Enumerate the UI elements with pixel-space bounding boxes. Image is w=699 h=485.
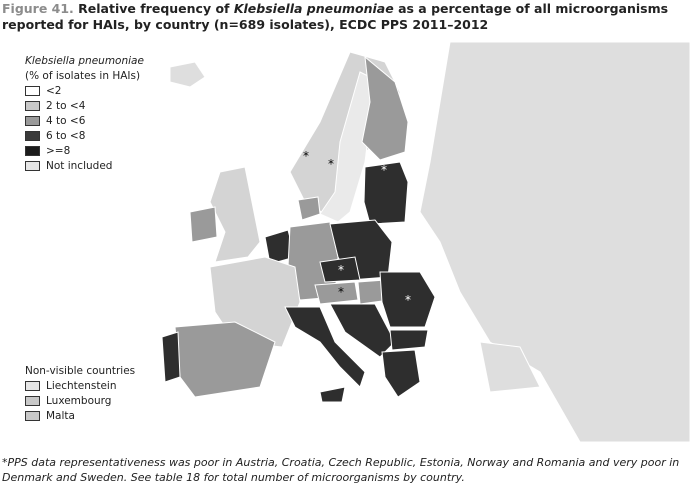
- eastern-land: [419, 42, 690, 442]
- title-prefix: Relative frequency of: [78, 1, 234, 16]
- finland: [361, 55, 409, 161]
- legend-label: 4 to <6: [46, 115, 86, 127]
- legend-item: <2: [25, 84, 144, 99]
- asterisk: *: [303, 149, 309, 163]
- figure-label: Figure 41.: [2, 1, 74, 16]
- legend-swatch: [25, 381, 40, 391]
- balkans: [329, 303, 396, 358]
- ireland: [189, 206, 218, 243]
- legend-label: <2: [46, 85, 62, 97]
- legend-swatch: [25, 116, 40, 126]
- turkey: [479, 341, 541, 393]
- czech: [319, 256, 361, 283]
- legend-item: 2 to <4: [25, 99, 144, 114]
- legend-unit: (% of isolates in HAIs): [25, 70, 141, 82]
- legend-swatch: [25, 101, 40, 111]
- legend: Klebsiella pneumoniae (% of isolates in …: [25, 54, 144, 174]
- legend-item: >=8: [25, 144, 144, 159]
- legend-label: >=8: [46, 145, 71, 157]
- legend-title: Klebsiella pneumoniae: [25, 55, 144, 67]
- legend-item: Liechtenstein: [25, 379, 135, 394]
- legend-label: 2 to <4: [46, 100, 86, 112]
- asterisk: *: [381, 163, 387, 177]
- bulgaria: [389, 329, 429, 351]
- legend-label: Malta: [46, 410, 75, 422]
- legend-swatch: [25, 146, 40, 156]
- legend-swatch: [25, 396, 40, 406]
- countries: [161, 42, 690, 442]
- footnote: *PPS data representativeness was poor in…: [2, 456, 680, 484]
- portugal: [161, 331, 181, 383]
- legend-items: <2 2 to <4 4 to <6 6 to <8 >=8 Not included: [25, 84, 144, 174]
- legend-item: Luxembourg: [25, 394, 135, 409]
- non-visible-title: Non-visible countries: [25, 365, 136, 377]
- non-visible-items: Liechtenstein Luxembourg Malta: [25, 379, 135, 424]
- legend-swatch: [25, 161, 40, 171]
- asterisk: *: [338, 263, 344, 277]
- legend-label: Not included: [46, 160, 113, 172]
- title-suffix: as a percentage of all microorganisms re…: [2, 1, 669, 32]
- legend-item: 6 to <8: [25, 129, 144, 144]
- austria: [314, 281, 359, 305]
- asterisk: *: [405, 293, 411, 307]
- legend-item: Not included: [25, 159, 144, 174]
- denmark: [297, 196, 321, 221]
- romania: [379, 271, 436, 328]
- legend-label: Luxembourg: [46, 395, 112, 407]
- legend-swatch: [25, 86, 40, 96]
- asterisk: *: [328, 157, 334, 171]
- uk: [209, 166, 261, 263]
- baltics: [363, 161, 409, 225]
- non-visible-legend: Non-visible countries Liechtenstein Luxem…: [25, 364, 135, 424]
- figure-title: Figure 41. Relative frequency of Klebsie…: [2, 1, 697, 33]
- legend-item: Malta: [25, 409, 135, 424]
- sicily: [319, 386, 346, 403]
- legend-label: 6 to <8: [46, 130, 86, 142]
- legend-swatch: [25, 131, 40, 141]
- asterisk: *: [338, 285, 344, 299]
- legend-item: 4 to <6: [25, 114, 144, 129]
- europe-map: * * * * * *: [161, 42, 690, 442]
- italy: [284, 306, 366, 388]
- greece: [381, 349, 421, 398]
- legend-label: Liechtenstein: [46, 380, 117, 392]
- iceland: [169, 61, 206, 88]
- title-species: Klebsiella pneumoniae: [233, 1, 394, 16]
- legend-swatch: [25, 411, 40, 421]
